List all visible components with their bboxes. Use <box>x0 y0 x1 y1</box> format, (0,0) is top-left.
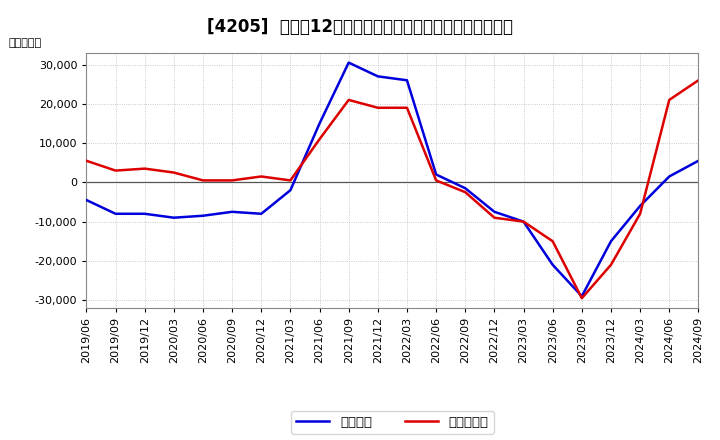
経常利益 <box>636 203 644 209</box>
当期純利益 <box>461 190 469 195</box>
当期純利益 <box>257 174 266 179</box>
当期純利益 <box>577 296 586 301</box>
当期純利益 <box>140 166 149 171</box>
Line: 経常利益: 経常利益 <box>86 62 698 296</box>
当期純利益 <box>374 105 382 110</box>
経常利益 <box>490 209 499 214</box>
当期純利益 <box>402 105 411 110</box>
経常利益 <box>344 60 353 65</box>
当期純利益 <box>665 97 674 103</box>
Line: 当期純利益: 当期純利益 <box>86 80 698 298</box>
経常利益 <box>519 219 528 224</box>
経常利益 <box>111 211 120 216</box>
当期純利益 <box>549 238 557 244</box>
経常利益 <box>694 158 703 163</box>
経常利益 <box>607 238 616 244</box>
経常利益 <box>402 77 411 83</box>
経常利益 <box>315 121 324 126</box>
経常利益 <box>577 293 586 299</box>
Y-axis label: （百万円）: （百万円） <box>9 38 42 48</box>
当期純利益 <box>490 215 499 220</box>
当期純利益 <box>286 178 294 183</box>
当期純利益 <box>315 136 324 142</box>
Text: [4205]  利益の12か月移動合計の対前年同期増減額の推移: [4205] 利益の12か月移動合計の対前年同期増減額の推移 <box>207 18 513 36</box>
経常利益 <box>549 262 557 268</box>
当期純利益 <box>344 97 353 103</box>
経常利益 <box>461 186 469 191</box>
経常利益 <box>374 74 382 79</box>
経常利益 <box>199 213 207 218</box>
当期純利益 <box>169 170 178 175</box>
当期純利益 <box>432 178 441 183</box>
Legend: 経常利益, 当期純利益: 経常利益, 当期純利益 <box>291 411 494 434</box>
当期純利益 <box>228 178 236 183</box>
当期純利益 <box>694 77 703 83</box>
当期純利益 <box>607 262 616 268</box>
経常利益 <box>169 215 178 220</box>
当期純利益 <box>111 168 120 173</box>
当期純利益 <box>636 211 644 216</box>
経常利益 <box>82 198 91 203</box>
経常利益 <box>140 211 149 216</box>
経常利益 <box>257 211 266 216</box>
経常利益 <box>286 187 294 193</box>
経常利益 <box>665 174 674 179</box>
経常利益 <box>228 209 236 214</box>
当期純利益 <box>82 158 91 163</box>
当期純利益 <box>519 219 528 224</box>
当期純利益 <box>199 178 207 183</box>
経常利益 <box>432 172 441 177</box>
